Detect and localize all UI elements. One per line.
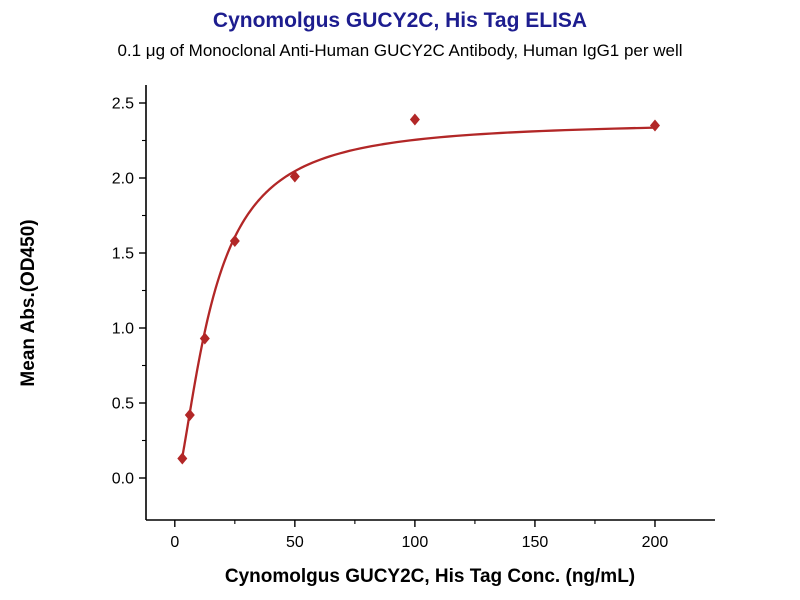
data-point	[649, 119, 660, 132]
y-tick-label: 2.0	[112, 171, 134, 188]
chart-title: Cynomolgus GUCY2C, His Tag ELISA	[212, 9, 588, 32]
x-tick-label: 200	[642, 534, 669, 551]
fit-curve	[181, 126, 656, 458]
x-tick-label: 150	[522, 534, 549, 551]
x-tick-label: 100	[402, 534, 429, 551]
data-point	[199, 332, 210, 345]
y-tick-label: 1.5	[112, 246, 134, 263]
x-tick-label: 0	[170, 534, 179, 551]
plot-area: Cynomolgus GUCY2C, His Tag Conc. (ng/mL)…	[18, 85, 715, 587]
chart-subtitle: 0.1 μg of Monoclonal Anti-Human GUCY2C A…	[117, 41, 683, 60]
data-point	[289, 170, 300, 183]
y-tick-label: 1.0	[112, 321, 134, 338]
y-tick-label: 0.5	[112, 396, 134, 413]
y-tick-label: 2.5	[112, 96, 134, 113]
data-point	[177, 452, 188, 465]
data-point	[229, 235, 240, 247]
data-point	[184, 409, 195, 421]
y-tick-label: 0.0	[112, 471, 134, 488]
x-axis-title: Cynomolgus GUCY2C, His Tag Conc. (ng/mL)	[225, 566, 635, 587]
data-point	[409, 113, 420, 126]
figure-header: Cynomolgus GUCY2C, His Tag ELISA 0.1 μg …	[0, 0, 800, 75]
x-tick-label: 50	[286, 534, 304, 551]
y-axis-title: Mean Abs.(OD450)	[18, 219, 39, 386]
